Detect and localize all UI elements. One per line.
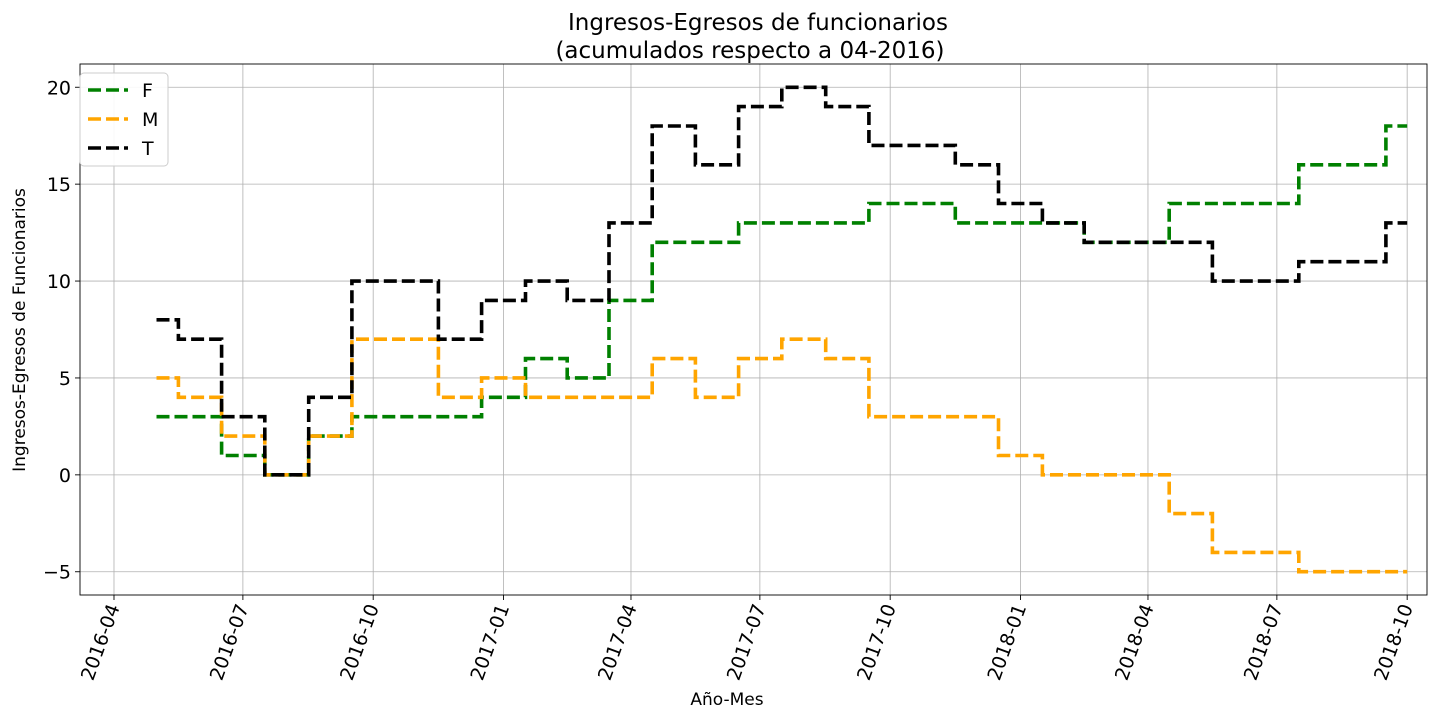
- x-tick-label: 2018-07: [1240, 601, 1288, 683]
- x-tick-label: 2017-04: [594, 601, 642, 683]
- legend-label-T: T: [141, 138, 154, 160]
- legend-label-F: F: [142, 80, 153, 102]
- x-tick-label: 2017-01: [466, 601, 514, 683]
- legend: FMT: [79, 72, 169, 167]
- x-tick-label: 2018-04: [1111, 601, 1159, 683]
- y-axis: −5 0 5 10 15 20: [43, 77, 80, 584]
- y-axis-label: Ingresos-Egresos de Funcionarios: [10, 188, 30, 472]
- y-tick-label: 15: [47, 174, 71, 196]
- y-tick-label: −5: [43, 562, 71, 584]
- x-tick-label: 2016-10: [336, 601, 384, 683]
- y-tick-label: 0: [59, 465, 71, 487]
- x-tick-label: 2017-10: [853, 601, 901, 683]
- x-axis-label: Año-Mes: [690, 690, 763, 710]
- series-line-T: [156, 85, 1408, 477]
- chart-title: Ingresos-Egresos de funcionarios: [568, 10, 948, 36]
- series-layer: [156, 85, 1408, 574]
- plot-frame: [79, 63, 1428, 596]
- x-tick-label: 2018-01: [983, 601, 1031, 683]
- x-axis: 2016-04 2016-07 2016-10 2017-01 2017-04 2017-…: [77, 595, 1418, 683]
- y-tick-label: 5: [59, 368, 71, 390]
- x-tick-label: 2016-04: [77, 601, 125, 683]
- x-tick-label: 2016-07: [206, 601, 254, 683]
- chart-subtitle: (acumulados respecto a 04-2016): [555, 38, 944, 64]
- series-line-M: [156, 337, 1408, 574]
- series-line-F: [156, 124, 1408, 477]
- y-tick-label: 10: [47, 271, 71, 293]
- y-tick-label: 20: [47, 77, 71, 99]
- grid: [80, 64, 1427, 595]
- x-tick-label: 2018-10: [1370, 601, 1418, 683]
- x-tick-label: 2017-07: [723, 601, 771, 683]
- legend-label-M: M: [142, 109, 158, 131]
